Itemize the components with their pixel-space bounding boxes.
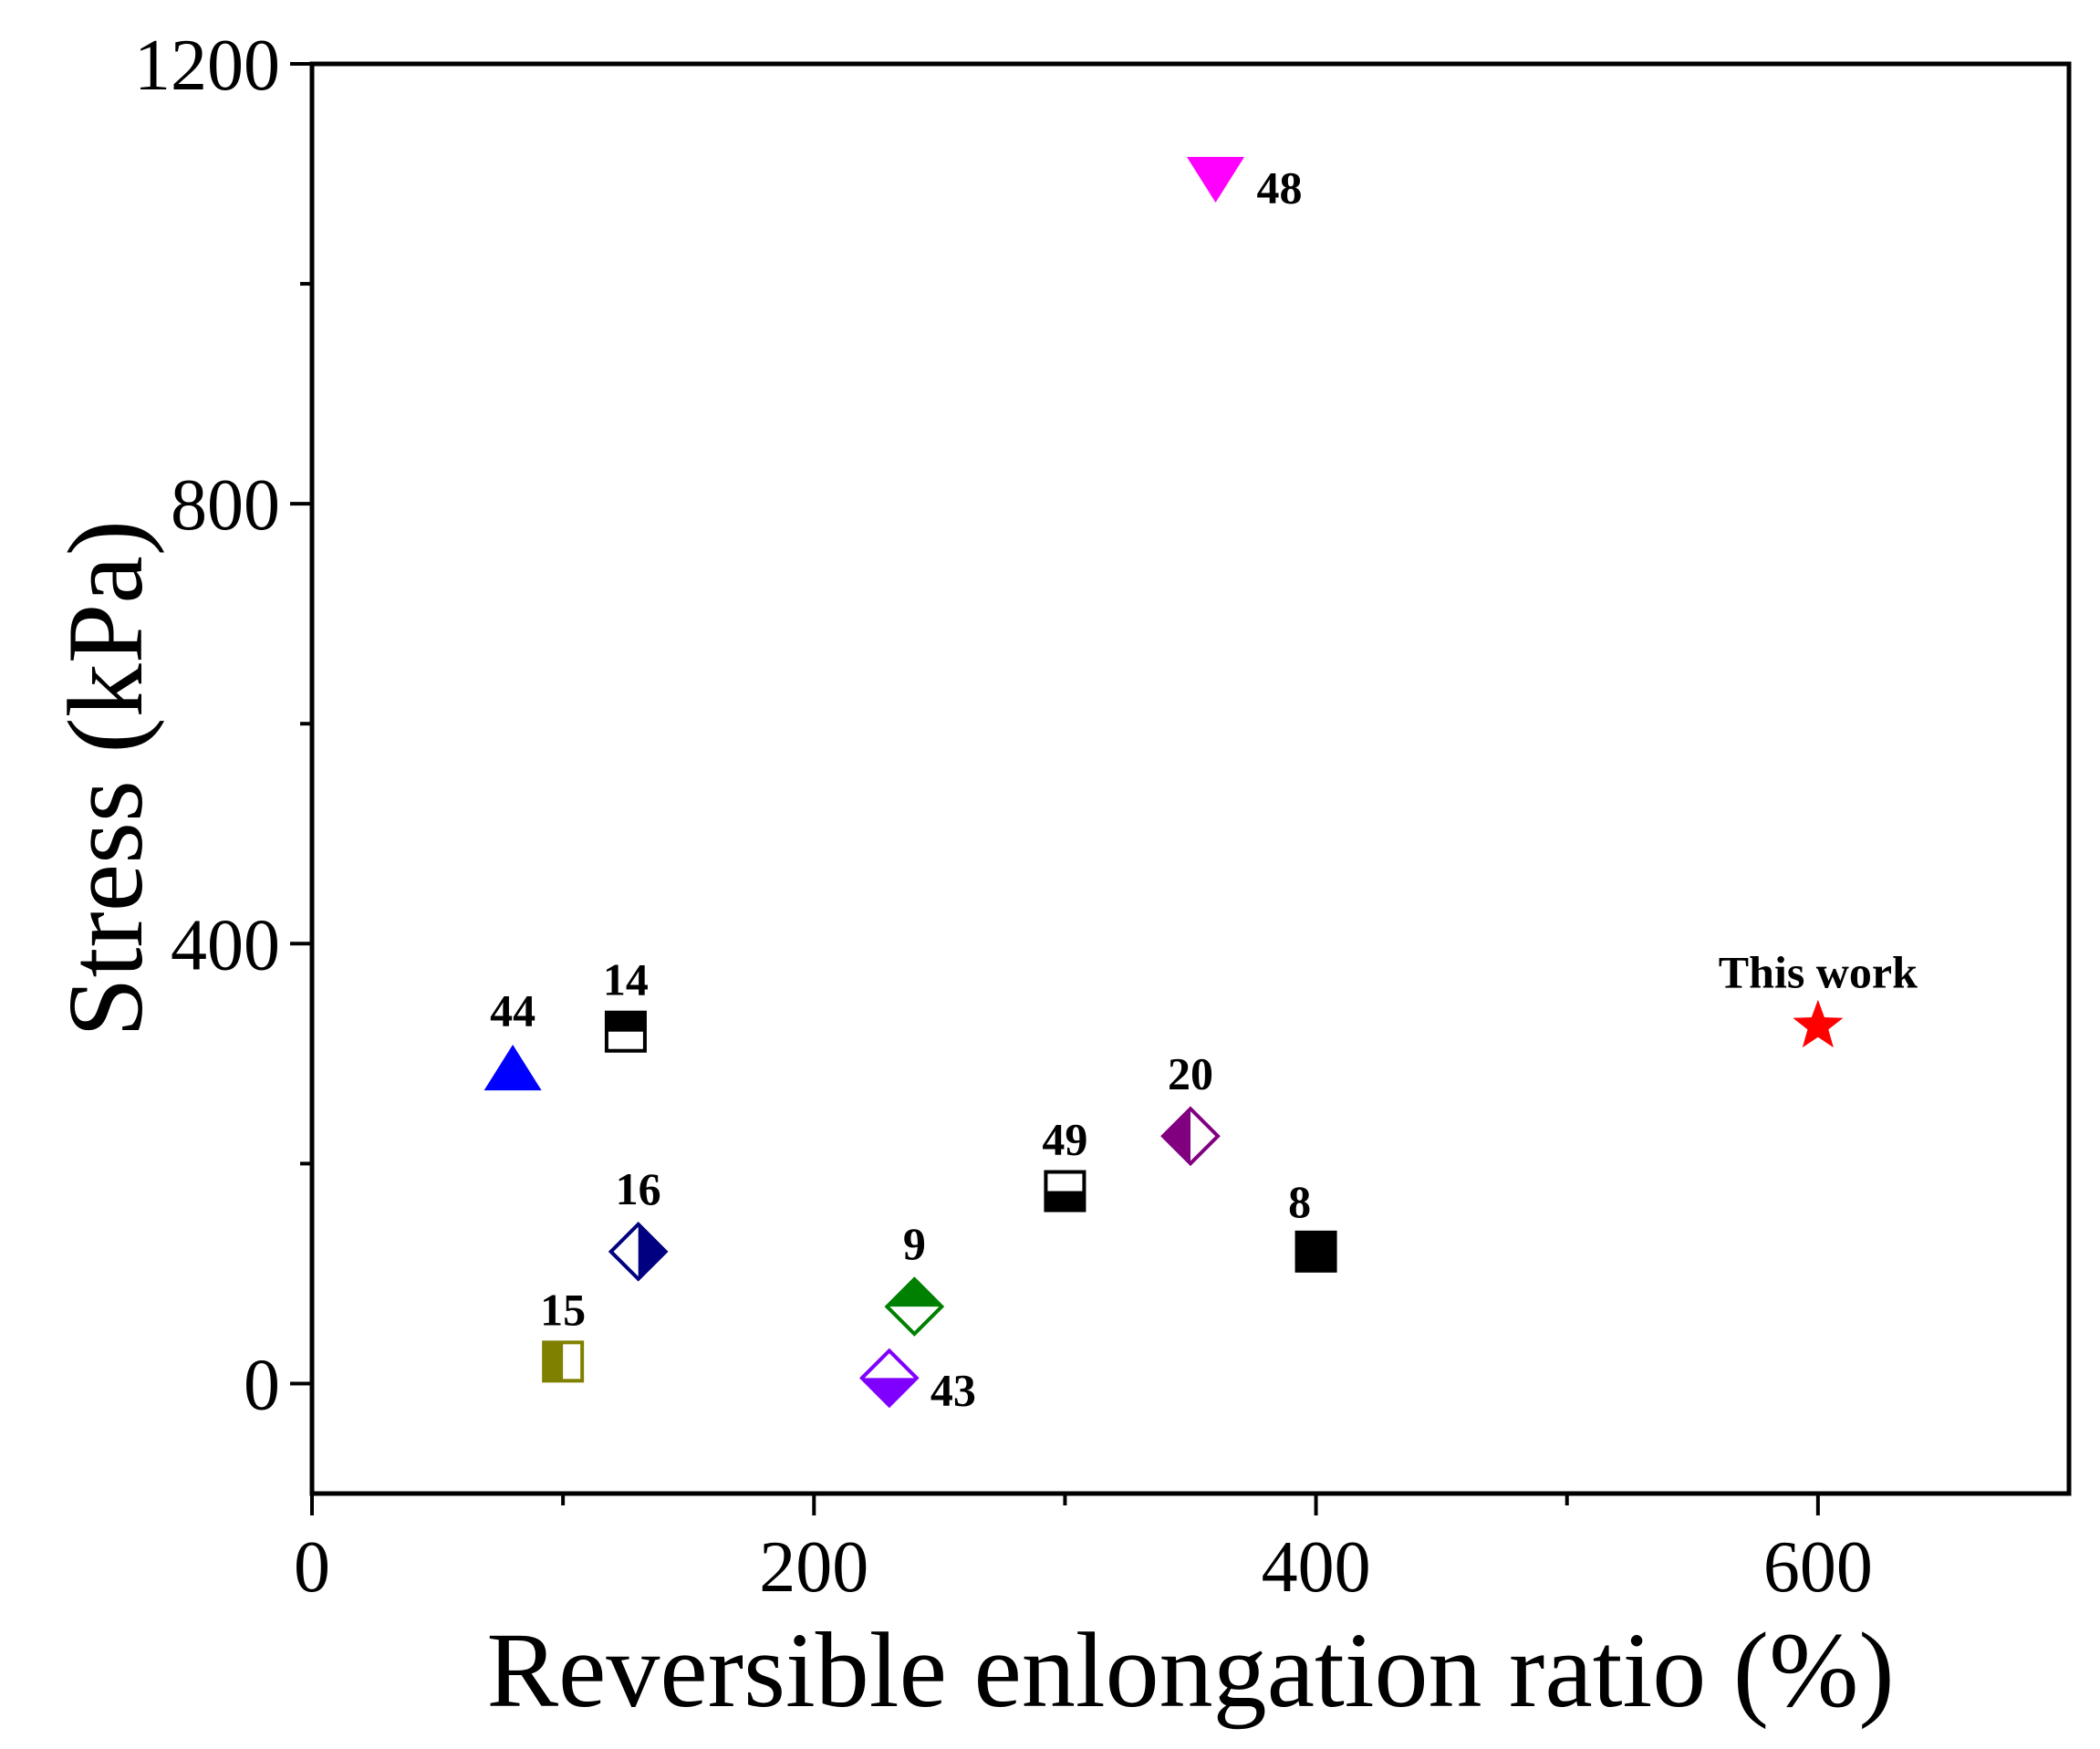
- x-tick-label: 600: [1763, 1527, 1873, 1608]
- data-point-8: [1294, 1230, 1337, 1273]
- point-label: 9: [903, 1218, 926, 1269]
- data-point-48: [1187, 156, 1245, 203]
- point-labels: 44 14 16 15 9 43 49 20 8 48 This work: [490, 162, 1918, 1416]
- y-axis-title: Stress (kPa): [46, 520, 165, 1037]
- data-point-this-work: [1793, 999, 1844, 1048]
- point-label: 43: [930, 1364, 976, 1415]
- point-label: 49: [1042, 1114, 1087, 1165]
- y-tick-label: 1200: [134, 26, 280, 106]
- data-point-49: [1044, 1170, 1086, 1213]
- tick-labels: 0 200 400 600 0 400 800 1200: [134, 26, 1873, 1608]
- data-point-15: [542, 1340, 585, 1383]
- plot-frame: [309, 61, 2072, 1496]
- point-label: 8: [1288, 1176, 1311, 1227]
- x-tick-label: 200: [759, 1527, 868, 1608]
- y-tick-label: 800: [171, 465, 280, 546]
- y-tick-label: 400: [171, 905, 280, 985]
- point-label: 44: [490, 985, 535, 1036]
- x-tick-label: 0: [294, 1527, 330, 1608]
- data-point-20: [1160, 1106, 1221, 1167]
- x-axis-title: Reversible enlongation ratio (%): [486, 1610, 1894, 1730]
- point-label: 14: [603, 954, 649, 1005]
- y-tick-label: 0: [244, 1345, 280, 1425]
- point-label: 15: [540, 1284, 586, 1335]
- x-tick-label: 400: [1262, 1527, 1371, 1608]
- axis-ticks: [290, 62, 1820, 1515]
- data-points: [483, 156, 1844, 1409]
- point-label: 48: [1257, 162, 1303, 213]
- point-label: This work: [1719, 947, 1918, 998]
- point-label: 20: [1168, 1047, 1213, 1098]
- data-point-9: [884, 1276, 945, 1337]
- data-point-44: [483, 1045, 542, 1091]
- point-label: 16: [616, 1163, 661, 1214]
- data-point-16: [608, 1221, 669, 1282]
- data-point-14: [604, 1010, 647, 1053]
- data-point-43: [859, 1348, 920, 1409]
